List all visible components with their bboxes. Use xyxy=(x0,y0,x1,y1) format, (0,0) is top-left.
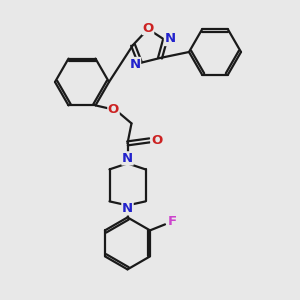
Text: F: F xyxy=(167,215,177,228)
Text: N: N xyxy=(122,152,133,165)
Text: O: O xyxy=(142,22,154,34)
Text: N: N xyxy=(164,32,175,46)
Text: O: O xyxy=(151,134,162,147)
Text: N: N xyxy=(122,202,133,215)
Text: O: O xyxy=(108,103,119,116)
Text: N: N xyxy=(129,58,141,70)
